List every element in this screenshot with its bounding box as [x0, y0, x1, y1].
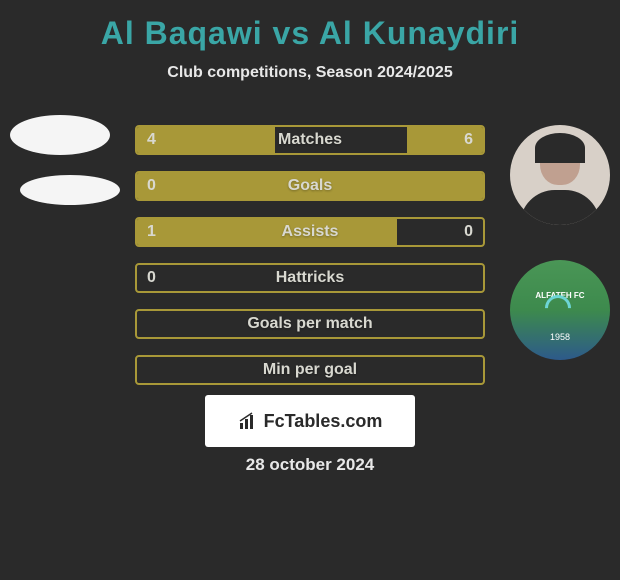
brand-text: FcTables.com: [264, 411, 383, 432]
comparison-card: Al Baqawi vs Al Kunaydiri Club competiti…: [0, 0, 620, 580]
stat-value-right: 6: [464, 131, 473, 149]
footer-date: 28 october 2024: [246, 455, 375, 475]
player1-avatar-placeholder: [10, 115, 110, 155]
stats-area: 4 Matches 6 0 Goals 1 Assists 0 0 Hattri…: [135, 125, 485, 401]
player2-club-logo: ALFATEH FC 1958: [510, 260, 610, 360]
stat-row-hattricks: 0 Hattricks: [135, 263, 485, 293]
stat-label: Assists: [137, 223, 483, 241]
stat-row-goals: 0 Goals: [135, 171, 485, 201]
stat-label: Hattricks: [137, 269, 483, 287]
stat-row-min-per-goal: Min per goal: [135, 355, 485, 385]
brand-badge[interactable]: FcTables.com: [205, 395, 415, 447]
avatar-shoulders: [520, 190, 600, 225]
stat-row-goals-per-match: Goals per match: [135, 309, 485, 339]
page-title: Al Baqawi vs Al Kunaydiri: [10, 15, 610, 52]
stat-label: Goals per match: [137, 315, 483, 333]
chart-icon: [238, 411, 258, 431]
player2-name: Al Kunaydiri: [319, 15, 519, 51]
stat-value-right: 0: [464, 223, 473, 241]
player2-avatar: [510, 125, 610, 225]
player1-club-placeholder: [20, 175, 120, 205]
club-logo-icon: [545, 295, 575, 325]
subtitle: Club competitions, Season 2024/2025: [10, 64, 610, 82]
club-year: 1958: [550, 332, 570, 342]
stat-label: Matches: [137, 131, 483, 149]
player1-name: Al Baqawi: [101, 15, 263, 51]
stat-row-matches: 4 Matches 6: [135, 125, 485, 155]
stat-label: Min per goal: [137, 361, 483, 379]
stat-label: Goals: [137, 177, 483, 195]
stat-row-assists: 1 Assists 0: [135, 217, 485, 247]
title-vs: vs: [263, 15, 319, 51]
